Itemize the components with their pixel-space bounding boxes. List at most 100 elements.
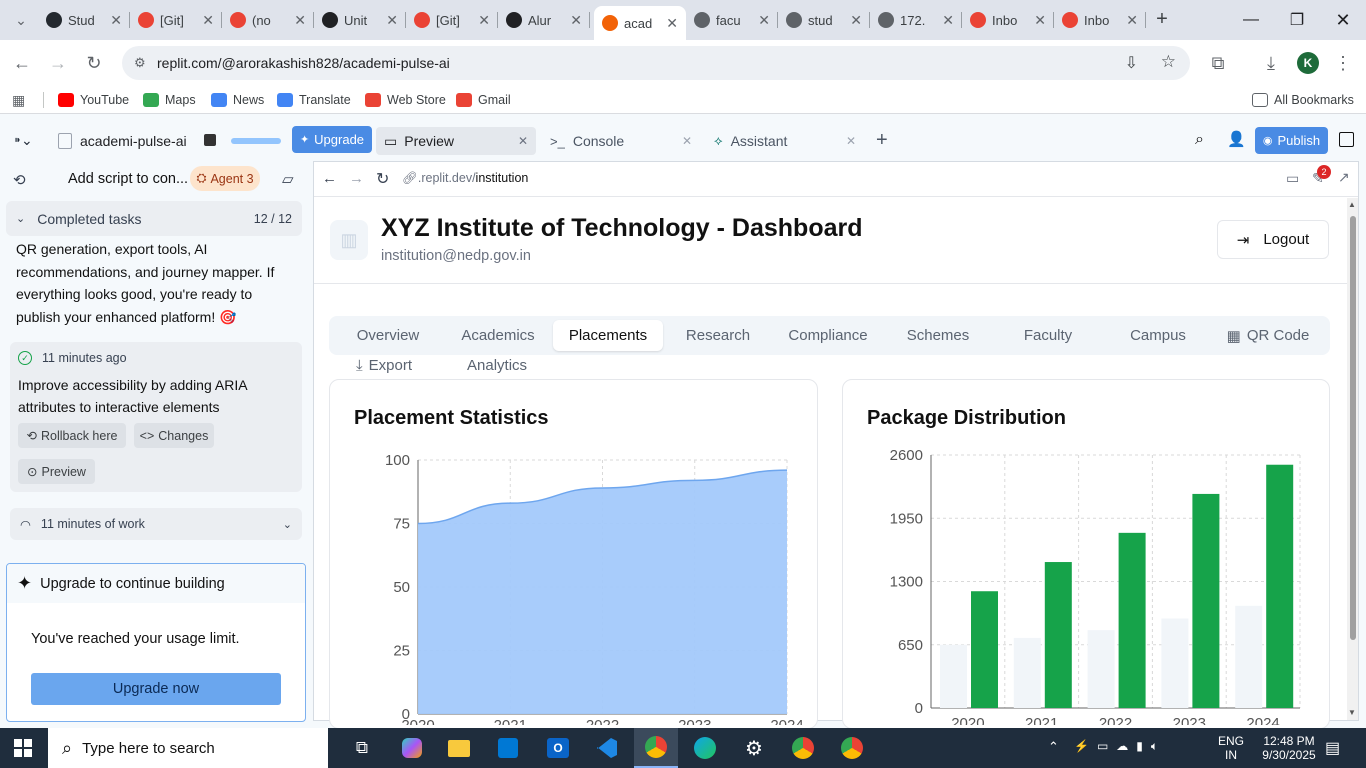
browser-tab[interactable]: [Git] ✕ bbox=[406, 4, 498, 36]
close-tab-icon[interactable]: ✕ bbox=[758, 11, 770, 28]
taskbar-search[interactable]: ⌕ Type here to search bbox=[48, 728, 328, 768]
tab-search-icon[interactable]: ⌄ bbox=[15, 11, 27, 28]
publish-button[interactable]: ◉ Publish bbox=[1255, 127, 1328, 154]
close-tab-icon[interactable]: ✕ bbox=[1034, 11, 1046, 28]
browser-tab[interactable]: acad ✕ bbox=[594, 6, 686, 40]
close-tab-icon[interactable]: ✕ bbox=[110, 11, 122, 28]
browser-tab[interactable]: Alur ✕ bbox=[498, 4, 590, 36]
bookmark-item[interactable]: Gmail bbox=[456, 91, 511, 109]
windows-start-icon[interactable] bbox=[14, 739, 32, 757]
tab-console[interactable]: >_ Console ✕ bbox=[544, 127, 698, 155]
webview-reload-icon[interactable]: ↻ bbox=[376, 171, 390, 188]
chrome-profile-icon[interactable] bbox=[781, 728, 825, 768]
devices-icon[interactable]: ▭ bbox=[1286, 170, 1300, 186]
profile-avatar[interactable]: K bbox=[1297, 52, 1319, 74]
close-tab-icon[interactable]: ✕ bbox=[386, 11, 398, 28]
tab-placements[interactable]: Placements bbox=[553, 320, 663, 351]
browser-tab[interactable]: facu ✕ bbox=[686, 4, 778, 36]
browser-tab[interactable]: (no ✕ bbox=[222, 4, 314, 36]
tab-faculty[interactable]: Faculty bbox=[993, 320, 1103, 351]
close-tab-icon[interactable]: ✕ bbox=[570, 11, 582, 28]
tab-research[interactable]: Research bbox=[663, 320, 773, 351]
close-tab-icon[interactable]: ✕ bbox=[850, 11, 862, 28]
chrome-menu-icon[interactable]: ⋮ bbox=[1334, 52, 1352, 73]
browser-tab[interactable]: Inbo ✕ bbox=[1054, 4, 1146, 36]
outlook-icon[interactable]: O bbox=[536, 728, 580, 768]
project-switcher[interactable]: academi-pulse-ai bbox=[58, 131, 187, 151]
close-tab-icon[interactable]: ✕ bbox=[1126, 11, 1138, 28]
tab-assistant[interactable]: ⟡ Assistant ✕ bbox=[708, 127, 862, 155]
completed-tasks-toggle[interactable]: ⌄ Completed tasks 12 / 12 bbox=[6, 201, 302, 236]
invite-icon[interactable]: 👤 bbox=[1227, 131, 1246, 148]
clock[interactable]: 12:48 PM 9/30/2025 bbox=[1254, 734, 1324, 762]
edge-icon[interactable] bbox=[683, 728, 727, 768]
forward-icon[interactable]: → bbox=[49, 52, 67, 73]
bookmark-item[interactable]: News bbox=[211, 91, 264, 109]
webview-back-icon[interactable]: ← bbox=[322, 170, 337, 187]
tab-academics[interactable]: Academics bbox=[443, 320, 553, 351]
bookmark-item[interactable]: Web Store bbox=[365, 91, 446, 109]
store-icon[interactable] bbox=[486, 728, 530, 768]
browser-tab[interactable]: [Git] ✕ bbox=[130, 4, 222, 36]
rollback-button[interactable]: ⟲ Rollback here bbox=[18, 423, 126, 448]
tab-preview[interactable]: ▭ Preview ✕ bbox=[376, 127, 536, 155]
open-new-window-icon[interactable]: ↗ bbox=[1338, 169, 1350, 185]
close-tab-icon[interactable]: ✕ bbox=[681, 134, 692, 148]
close-window-icon[interactable]: ✕ bbox=[1335, 9, 1351, 30]
show-hidden-icons[interactable]: ⌃ bbox=[1048, 739, 1059, 754]
search-icon[interactable]: ⌕ bbox=[1195, 131, 1204, 148]
browser-tab[interactable]: stud ✕ bbox=[778, 4, 870, 36]
tab-export[interactable]: ⤓ Export bbox=[356, 357, 412, 374]
chrome-active-icon[interactable] bbox=[634, 728, 678, 768]
browser-tab[interactable]: 172. ✕ bbox=[870, 4, 962, 36]
close-tab-icon[interactable]: ✕ bbox=[845, 134, 856, 148]
close-tab-icon[interactable]: ✕ bbox=[942, 11, 954, 28]
stop-icon[interactable] bbox=[204, 134, 216, 146]
add-tab-icon[interactable]: + bbox=[876, 129, 888, 151]
tab-schemes[interactable]: Schemes bbox=[883, 320, 993, 351]
upgrade-button[interactable]: ✦ Upgrade bbox=[292, 126, 372, 153]
tab-qr-code[interactable]: ▦ QR Code bbox=[1213, 320, 1323, 351]
new-tab-icon[interactable]: + bbox=[1156, 8, 1168, 30]
downloads-icon[interactable]: ⤓ bbox=[1267, 52, 1275, 73]
tab-analytics[interactable]: Analytics bbox=[467, 357, 528, 374]
devtools-icon[interactable]: ✎ bbox=[1312, 170, 1324, 186]
close-tab-icon[interactable]: ✕ bbox=[666, 14, 678, 31]
webview-forward-icon[interactable]: → bbox=[349, 170, 364, 187]
preview-scrollbar[interactable]: ▲ ▼ bbox=[1347, 198, 1358, 720]
bookmark-item[interactable]: YouTube bbox=[58, 91, 129, 109]
maximize-icon[interactable]: ❐ bbox=[1289, 12, 1305, 29]
agent-badge[interactable]: ⛭ Agent 3 bbox=[190, 166, 260, 191]
apps-grid-icon[interactable]: ▦ bbox=[12, 92, 26, 108]
logout-button[interactable]: ⇥ Logout bbox=[1217, 220, 1329, 259]
address-bar[interactable]: ⚙ replit.com/@arorakashish828/academi-pu… bbox=[122, 46, 1190, 80]
task-view-icon[interactable]: ⧉ bbox=[355, 738, 369, 757]
tab-overview[interactable]: Overview bbox=[333, 320, 443, 351]
vscode-icon[interactable] bbox=[585, 728, 629, 768]
notifications-icon[interactable]: ▤ bbox=[1325, 740, 1341, 757]
file-explorer-icon[interactable] bbox=[437, 728, 481, 768]
bookmark-star-icon[interactable]: ☆ bbox=[1160, 52, 1176, 71]
close-tab-icon[interactable]: ✕ bbox=[478, 11, 490, 28]
browser-tab[interactable]: Stud ✕ bbox=[38, 4, 130, 36]
site-info-icon[interactable]: ⚙ bbox=[134, 55, 146, 70]
all-bookmarks-button[interactable]: All Bookmarks bbox=[1252, 91, 1354, 109]
bookmark-item[interactable]: Translate bbox=[277, 91, 351, 109]
close-tab-icon[interactable]: ✕ bbox=[517, 134, 528, 148]
browser-tab[interactable]: Inbo ✕ bbox=[962, 4, 1054, 36]
install-app-icon[interactable]: ⇩ bbox=[1124, 55, 1138, 72]
scroll-down-icon[interactable]: ▼ bbox=[1348, 708, 1356, 717]
scroll-up-icon[interactable]: ▲ bbox=[1348, 200, 1356, 209]
browser-tab[interactable]: Unit ✕ bbox=[314, 4, 406, 36]
close-tab-icon[interactable]: ✕ bbox=[202, 11, 214, 28]
copilot-icon[interactable] bbox=[390, 728, 434, 768]
minimize-icon[interactable]: — bbox=[1243, 11, 1259, 28]
replit-menu-icon[interactable]: ⁍⌄ bbox=[14, 132, 33, 148]
changes-button[interactable]: <> Changes bbox=[134, 423, 214, 448]
close-tab-icon[interactable]: ✕ bbox=[294, 11, 306, 28]
webview-url[interactable]: 🔗︎.replit.dev/institution bbox=[402, 171, 528, 186]
back-icon[interactable]: ← bbox=[13, 52, 31, 73]
tab-compliance[interactable]: Compliance bbox=[773, 320, 883, 351]
reload-icon[interactable]: ↻ bbox=[86, 52, 102, 73]
chrome-icon[interactable] bbox=[830, 728, 874, 768]
